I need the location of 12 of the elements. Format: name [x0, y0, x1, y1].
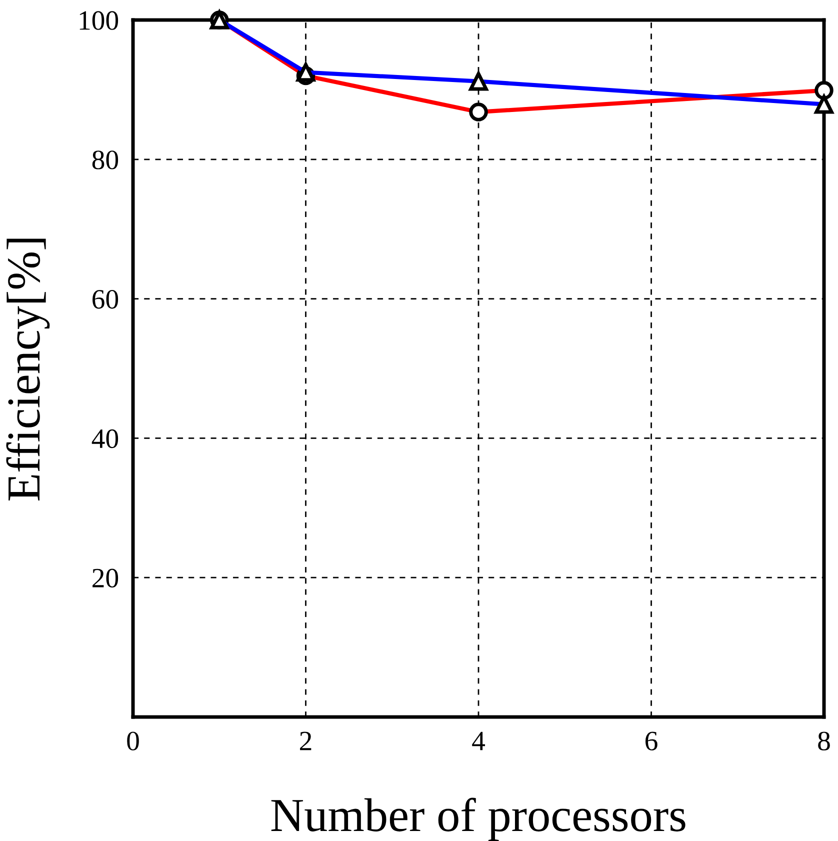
- y-tick-label: 60: [92, 290, 118, 309]
- x-tick-label: 6: [646, 732, 658, 750]
- y-axis-title: Efficiency[%]: [6, 238, 50, 500]
- x-axis-title: Number of processors: [271, 798, 686, 841]
- y-tick-label: 40: [92, 429, 118, 448]
- y-tick-label: 100: [80, 11, 118, 30]
- y-tick-label: 80: [92, 150, 118, 170]
- x-tick-label: 4: [472, 732, 486, 750]
- y-tick-label: 20: [92, 568, 118, 588]
- x-tick-label: 0: [127, 732, 139, 750]
- x-tick-label: 2: [300, 732, 312, 750]
- x-tick-label: 8: [818, 732, 830, 750]
